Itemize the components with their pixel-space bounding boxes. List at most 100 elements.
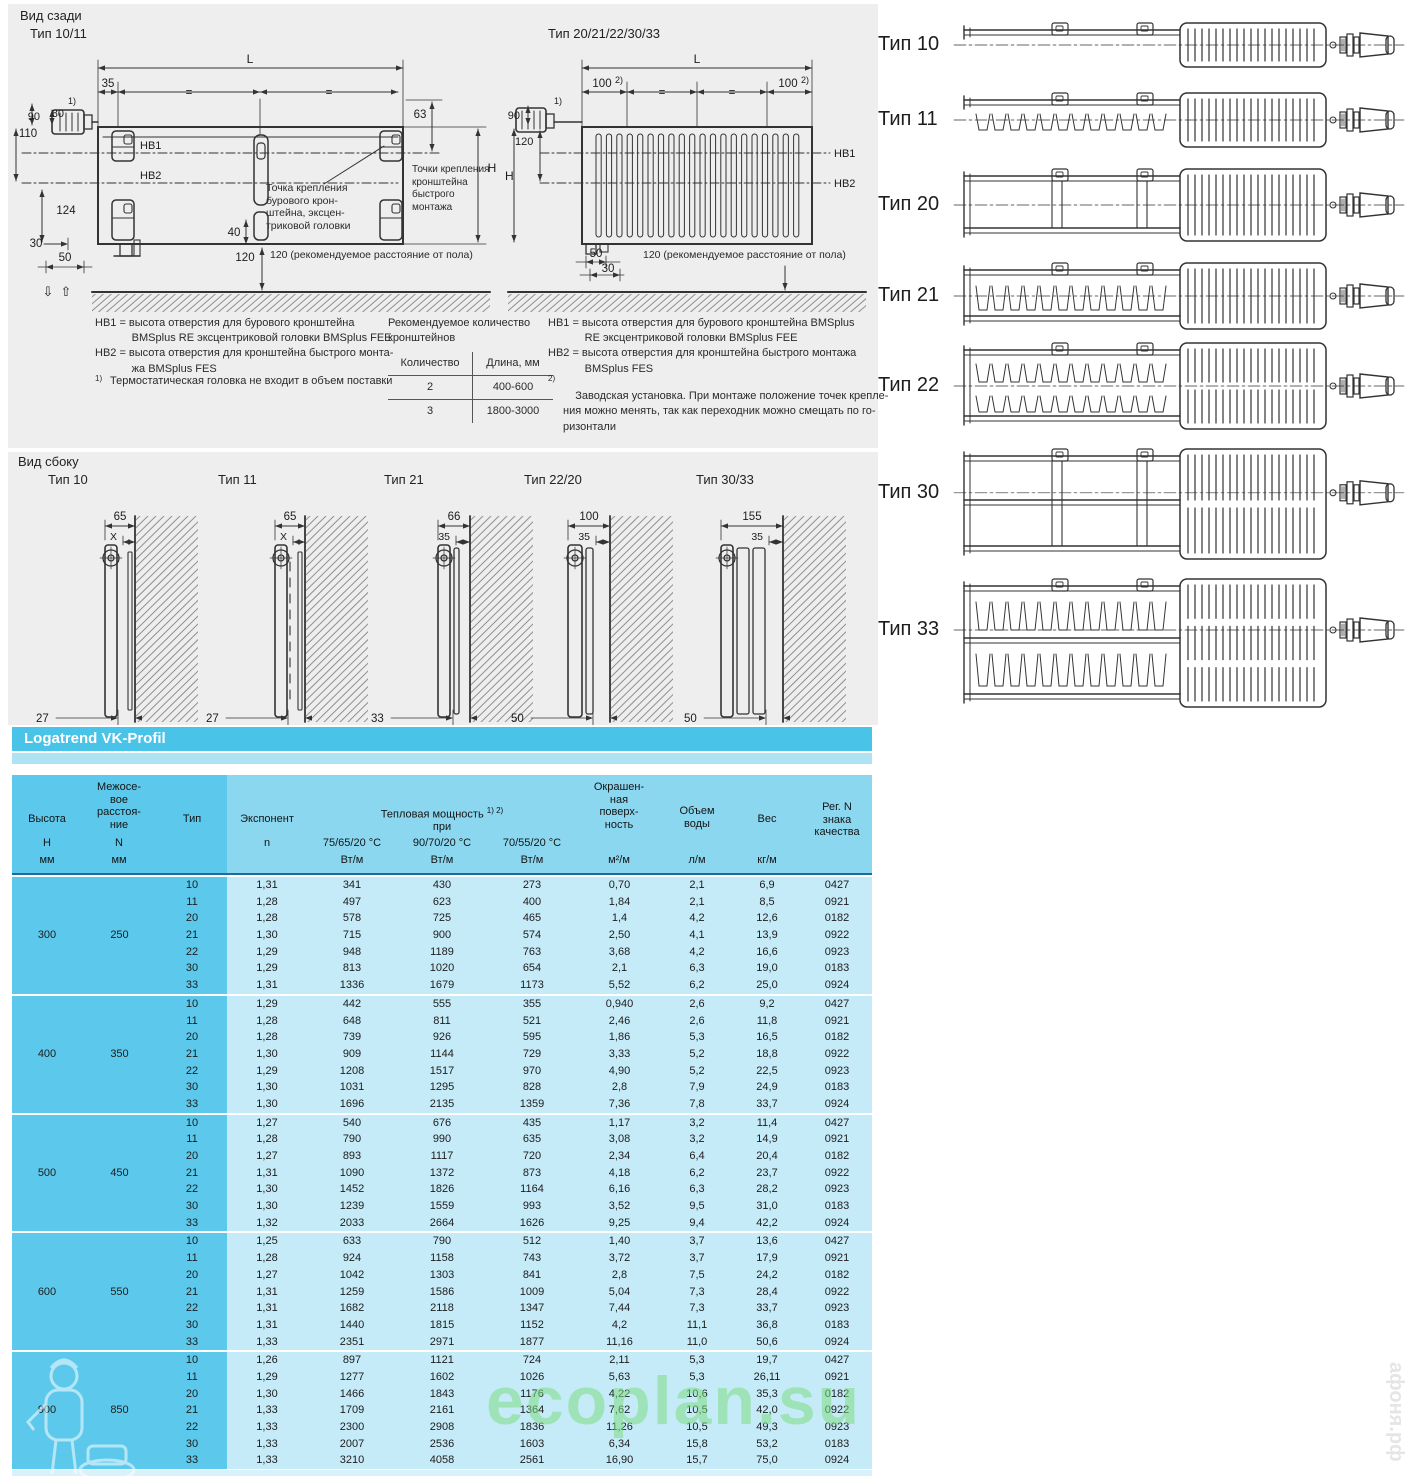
table-cell: 654 — [487, 960, 577, 978]
type-section-drawing — [953, 262, 1405, 330]
col-header-weight: Вес — [757, 813, 777, 825]
table-cell: 21 — [157, 1283, 227, 1301]
table-cell: 341 — [307, 877, 397, 894]
table-row: 11 1,29 1277 1602 1026 5,63 5,3 26,11 0921 — [12, 1368, 872, 1386]
table-cell: 2536 — [397, 1435, 487, 1453]
table-row: 20 1,27 893 1117 720 2,34 6,4 20,4 0182 — [12, 1148, 872, 1165]
table-cell: 3,33 — [577, 1045, 662, 1063]
table-cell: 273 — [487, 877, 577, 894]
table-cell: 450 — [82, 1164, 157, 1182]
type-section-drawing — [953, 342, 1405, 430]
side-view-title: Вид сбоку — [18, 454, 79, 469]
table-cell: 20 — [157, 1266, 227, 1284]
table-cell: 2,50 — [577, 927, 662, 944]
table-cell: 13,9 — [732, 927, 802, 944]
side-view-type-label: Тип 30/33 — [696, 472, 754, 487]
table-cell — [12, 1148, 82, 1165]
side-view-drawing: 66 35 33 — [371, 511, 533, 725]
table-cell: 1158 — [397, 1250, 487, 1267]
table-cell: 3,68 — [577, 943, 662, 961]
table-cell: 540 — [307, 1114, 397, 1132]
table-cell: 1208 — [307, 1062, 397, 1080]
table-cell: 11 — [157, 1012, 227, 1030]
table-cell: 49,3 — [732, 1419, 802, 1436]
table-cell: 6,16 — [577, 1181, 662, 1199]
table-cell: 715 — [307, 927, 397, 944]
dim-label: 120 — [235, 252, 254, 264]
table-cell: 1239 — [307, 1198, 397, 1215]
rear-view-drawing-type20-33: 1) 90 120 HB1 HB2 L 100 2) = = 100 2) H 50 30 — [505, 52, 867, 312]
rear-view-subtitle: Тип 10/11 — [30, 26, 87, 41]
table-cell: 1,33 — [227, 1419, 307, 1436]
table-cell: 1,40 — [577, 1233, 662, 1251]
table-cell: 1277 — [307, 1368, 397, 1386]
floor-distance-note-right: 120 (рекомендуемое расстояние от пола) — [643, 249, 846, 261]
table-cell — [82, 1435, 157, 1453]
table-row: 33 1,33 2351 2971 1877 11,16 11,0 50,6 0924 — [12, 1333, 872, 1351]
table-cell: 676 — [397, 1114, 487, 1132]
table-cell — [82, 943, 157, 961]
dim-label: 110 — [19, 128, 37, 140]
table-cell: 8,5 — [732, 893, 802, 911]
table-cell — [12, 1266, 82, 1284]
table-cell: 4,90 — [577, 1062, 662, 1080]
table-cell: 22 — [157, 1062, 227, 1080]
table-cell — [82, 1250, 157, 1267]
table-cell — [12, 1114, 82, 1132]
dim-label: 50 — [59, 252, 72, 264]
table-cell — [82, 1214, 157, 1232]
table-cell: 1336 — [307, 977, 397, 994]
table-cell — [82, 1300, 157, 1317]
table-cell: 1,4 — [577, 910, 662, 928]
table-cell: 7,3 — [662, 1300, 732, 1317]
table-cell: 1,31 — [227, 1300, 307, 1317]
table-cell: 22 — [157, 943, 227, 961]
table-row: 11 1,28 497 623 400 1,84 2,1 8,5 0921 — [12, 893, 872, 911]
table-cell: 3,7 — [662, 1250, 732, 1267]
col-header-volume_unit: л/м — [688, 854, 706, 866]
table-cell: 2,34 — [577, 1148, 662, 1165]
type-section-label: Тип 30 — [878, 480, 940, 503]
table-cell: 18,8 — [732, 1045, 802, 1063]
table-cell: 2135 — [397, 1095, 487, 1113]
table-cell: 23,7 — [732, 1164, 802, 1182]
table-cell: 11 — [157, 1250, 227, 1267]
type-section-drawing — [953, 22, 1405, 68]
type-section-label: Тип 33 — [878, 618, 940, 640]
table-cell: 990 — [397, 1131, 487, 1148]
table-cell: 50,6 — [732, 1333, 802, 1351]
table-cell: 1121 — [397, 1352, 487, 1369]
table-row: 30 1,29 813 1020 654 2,1 6,3 19,0 0183 — [12, 960, 872, 978]
table-cell — [12, 1198, 82, 1215]
table-cell: 926 — [397, 1029, 487, 1046]
bracket-table-title: Рекомендуемое количество кронштейнов — [388, 317, 531, 345]
dim-label: 33 — [371, 713, 384, 725]
table-cell — [82, 1352, 157, 1369]
table-cell: 30 — [157, 1435, 227, 1453]
table-cell: 1009 — [487, 1283, 577, 1301]
table-cell: 7,5 — [662, 1266, 732, 1284]
table-cell: 1,31 — [227, 1164, 307, 1182]
table-cell — [12, 1012, 82, 1030]
table-cell — [82, 960, 157, 978]
table-row: 600 550 21 1,31 1259 1586 1009 5,04 7,3 28,4 0922 — [12, 1283, 872, 1301]
type-section-label: Тип 22 — [878, 374, 940, 396]
table-cell: 0923 — [802, 1062, 872, 1080]
table-cell: 1164 — [487, 1181, 577, 1199]
table-cell: 42,0 — [732, 1402, 802, 1419]
table-cell: 7,3 — [662, 1283, 732, 1301]
table-cell: 0182 — [802, 1266, 872, 1284]
table-cell: 1,28 — [227, 1131, 307, 1148]
table-cell: 31,0 — [732, 1198, 802, 1215]
col-header-reg: Рег. N знака качества — [814, 801, 860, 838]
col-header-wpm: Вт/м — [340, 854, 364, 866]
table-cell: 724 — [487, 1352, 577, 1369]
table-row: 33 1,31 1336 1679 1173 5,52 6,2 25,0 0924 — [12, 977, 872, 994]
col-header-wpm: Вт/м — [430, 854, 454, 866]
table-cell: 1,26 — [227, 1352, 307, 1369]
table-cell: 21 — [157, 1164, 227, 1182]
table-cell: 0183 — [802, 1435, 872, 1453]
table-cell: 16,6 — [732, 943, 802, 961]
table-cell — [82, 893, 157, 911]
